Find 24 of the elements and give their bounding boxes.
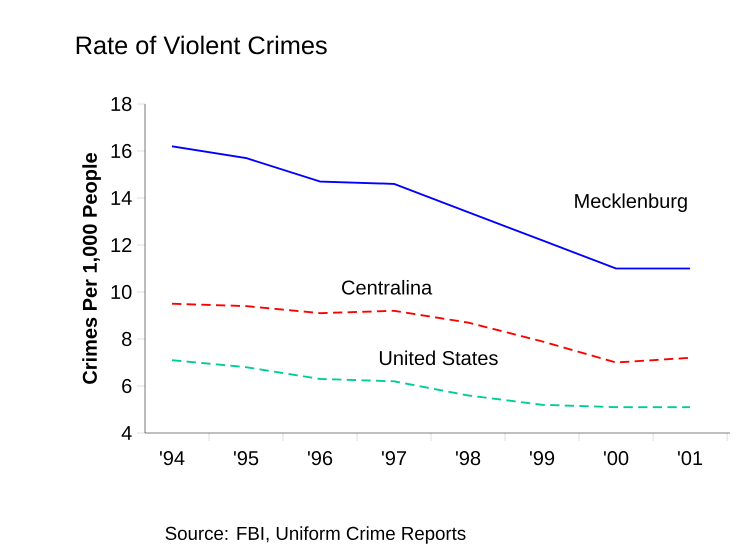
y-tick-label: 16: [112, 144, 132, 158]
y-axis-title: Crimes Per 1,000 People: [82, 153, 101, 384]
x-tick-label: '00: [604, 451, 628, 466]
y-tick-label: 4: [122, 426, 132, 440]
y-tick-label: 10: [112, 284, 132, 300]
chart-title: Rate of Violent Crimes: [76, 36, 327, 54]
y-tick-label: 18: [112, 96, 132, 112]
y-tick-label: 8: [122, 332, 132, 346]
x-tick-label: '98: [456, 451, 480, 466]
series-label: United States: [380, 350, 498, 366]
x-tick-label: '97: [382, 451, 406, 466]
y-tick-label: 12: [112, 238, 132, 252]
line-series: [171, 302, 691, 364]
series-label: Centralina: [342, 280, 432, 295]
y-tick-label: 6: [122, 378, 132, 394]
x-tick-label: '95: [234, 451, 258, 466]
source-note: Source: FBI, Uniform Crime Reports: [166, 526, 466, 544]
x-tick-label: '96: [308, 451, 332, 466]
x-tick-label: '94: [160, 451, 184, 466]
y-tick-label: 14: [112, 191, 132, 205]
series-label: Mecklenburg: [575, 193, 687, 212]
x-tick-label: '99: [530, 451, 554, 466]
line-series: [171, 145, 691, 270]
x-tick-label: '01: [678, 451, 702, 466]
